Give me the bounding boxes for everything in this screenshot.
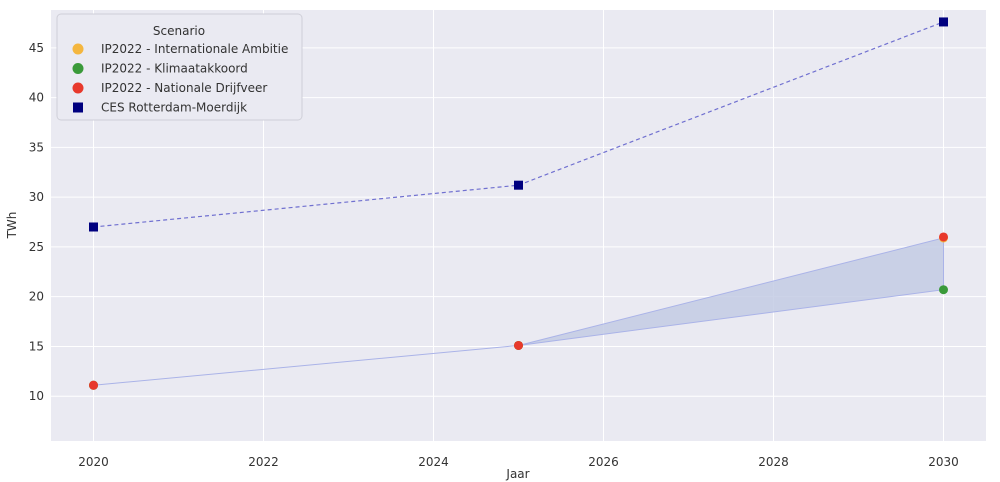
y-tick-label: 35 (29, 140, 44, 154)
legend: Scenario IP2022 - Internationale Ambitie… (56, 13, 303, 121)
x-tick-label: 2022 (248, 455, 279, 469)
legend-title: Scenario (153, 24, 205, 38)
y-tick-label: 30 (29, 190, 44, 204)
legend-marker-circle (72, 63, 84, 74)
legend-items: IP2022 - Internationale Ambitie IP2022 - … (72, 42, 288, 115)
data-point-square (514, 180, 523, 190)
x-axis-label: Jaar (505, 467, 529, 481)
y-tick-label: 25 (29, 240, 44, 254)
grid (51, 10, 986, 441)
y-tick-label: 45 (29, 41, 44, 55)
x-tick-labels: 2020 2022 2024 2026 2028 2030 (78, 455, 959, 469)
y-tick-labels: 10 15 20 25 30 35 40 45 (29, 41, 44, 403)
legend-box (56, 13, 303, 121)
y-tick-label: 10 (29, 389, 44, 403)
y-tick-label: 15 (29, 339, 44, 353)
y-axis-label: TWh (5, 212, 19, 240)
legend-label: IP2022 - Internationale Ambitie (101, 42, 288, 56)
legend-label: IP2022 - Klimaatakkoord (101, 62, 248, 76)
scenario-range-band (93, 237, 944, 386)
data-point-square (89, 222, 98, 232)
legend-marker-circle (72, 43, 84, 55)
data-points (89, 17, 948, 390)
range-band (93, 237, 944, 386)
data-point-circle (514, 340, 523, 350)
data-point-circle (939, 285, 948, 295)
x-tick-label: 2020 (78, 455, 109, 469)
x-tick-label: 2030 (928, 455, 959, 469)
y-tick-label: 40 (29, 91, 44, 105)
legend-label: CES Rotterdam-Moerdijk (101, 101, 247, 115)
legend-marker-circle (72, 82, 84, 94)
x-tick-label: 2024 (418, 455, 449, 469)
data-point-circle (939, 232, 948, 242)
x-tick-label: 2028 (758, 455, 789, 469)
y-tick-label: 20 (29, 290, 44, 304)
x-tick-label: 2026 (588, 455, 619, 469)
data-point-circle (89, 380, 98, 390)
data-point-square (939, 17, 948, 27)
legend-marker-square (73, 102, 83, 113)
legend-label: IP2022 - Nationale Drijfveer (101, 81, 267, 95)
